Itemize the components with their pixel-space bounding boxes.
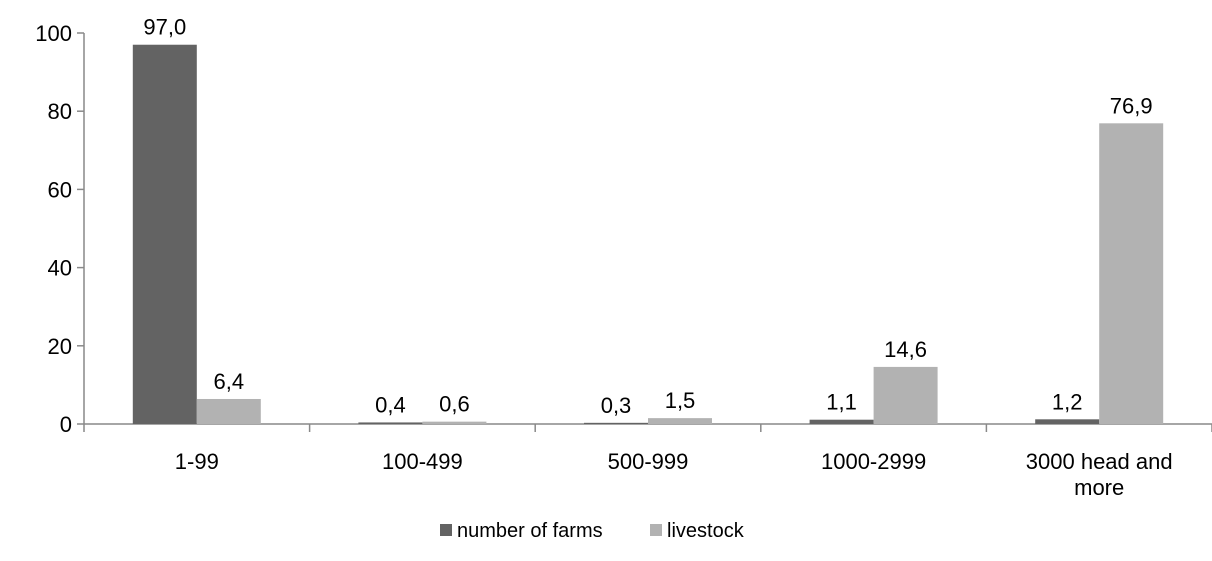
data-label: 76,9 — [1110, 93, 1153, 118]
bar-livestock — [648, 418, 712, 424]
y-tick-label: 100 — [35, 21, 72, 46]
legend-label: livestock — [667, 520, 745, 542]
legend-swatch — [440, 524, 452, 536]
bar-livestock — [1099, 123, 1164, 425]
data-label: 14,6 — [884, 337, 927, 362]
legend-swatch — [650, 524, 662, 536]
data-label: 0,4 — [375, 392, 406, 417]
data-label: 1,1 — [826, 390, 857, 415]
data-labels: 97,0 0,4 0,3 1,1 1,2 6,4 0,6 1,5 14,6 76,9 — [143, 15, 1152, 418]
bars — [132, 44, 1164, 425]
data-label: 1,5 — [665, 388, 696, 413]
y-tick-label: 40 — [48, 256, 72, 281]
x-category-label: 3000 head and more — [1026, 449, 1173, 500]
y-tick-label: 80 — [48, 99, 72, 124]
axes: 0 20 40 60 80 100 1-99 100-499 500-999 1000-2999 3… — [35, 21, 1212, 500]
bar-livestock — [422, 421, 487, 424]
legend: number of farms livestock — [440, 520, 745, 542]
data-label: 0,6 — [439, 392, 470, 417]
bar-number-of-farms — [584, 422, 648, 424]
y-tick-label: 20 — [48, 334, 72, 359]
bar-number-of-farms — [1035, 419, 1100, 424]
bar-number-of-farms — [132, 44, 197, 424]
data-label: 6,4 — [214, 369, 245, 394]
x-category-label: 1-99 — [175, 449, 219, 474]
legend-label: number of farms — [457, 520, 603, 542]
x-category-label: 500-999 — [608, 449, 689, 474]
y-tick-label: 60 — [48, 177, 72, 202]
bar-livestock — [873, 366, 938, 424]
bar-number-of-farms — [809, 419, 874, 424]
x-category-label: 100-499 — [382, 449, 463, 474]
data-label: 1,2 — [1052, 389, 1083, 414]
bar-number-of-farms — [358, 422, 423, 424]
x-category-label: 1000-2999 — [821, 449, 926, 474]
data-label: 0,3 — [601, 393, 632, 418]
data-label: 97,0 — [143, 15, 186, 40]
y-tick-label: 0 — [60, 412, 72, 437]
bar-livestock — [196, 398, 261, 424]
